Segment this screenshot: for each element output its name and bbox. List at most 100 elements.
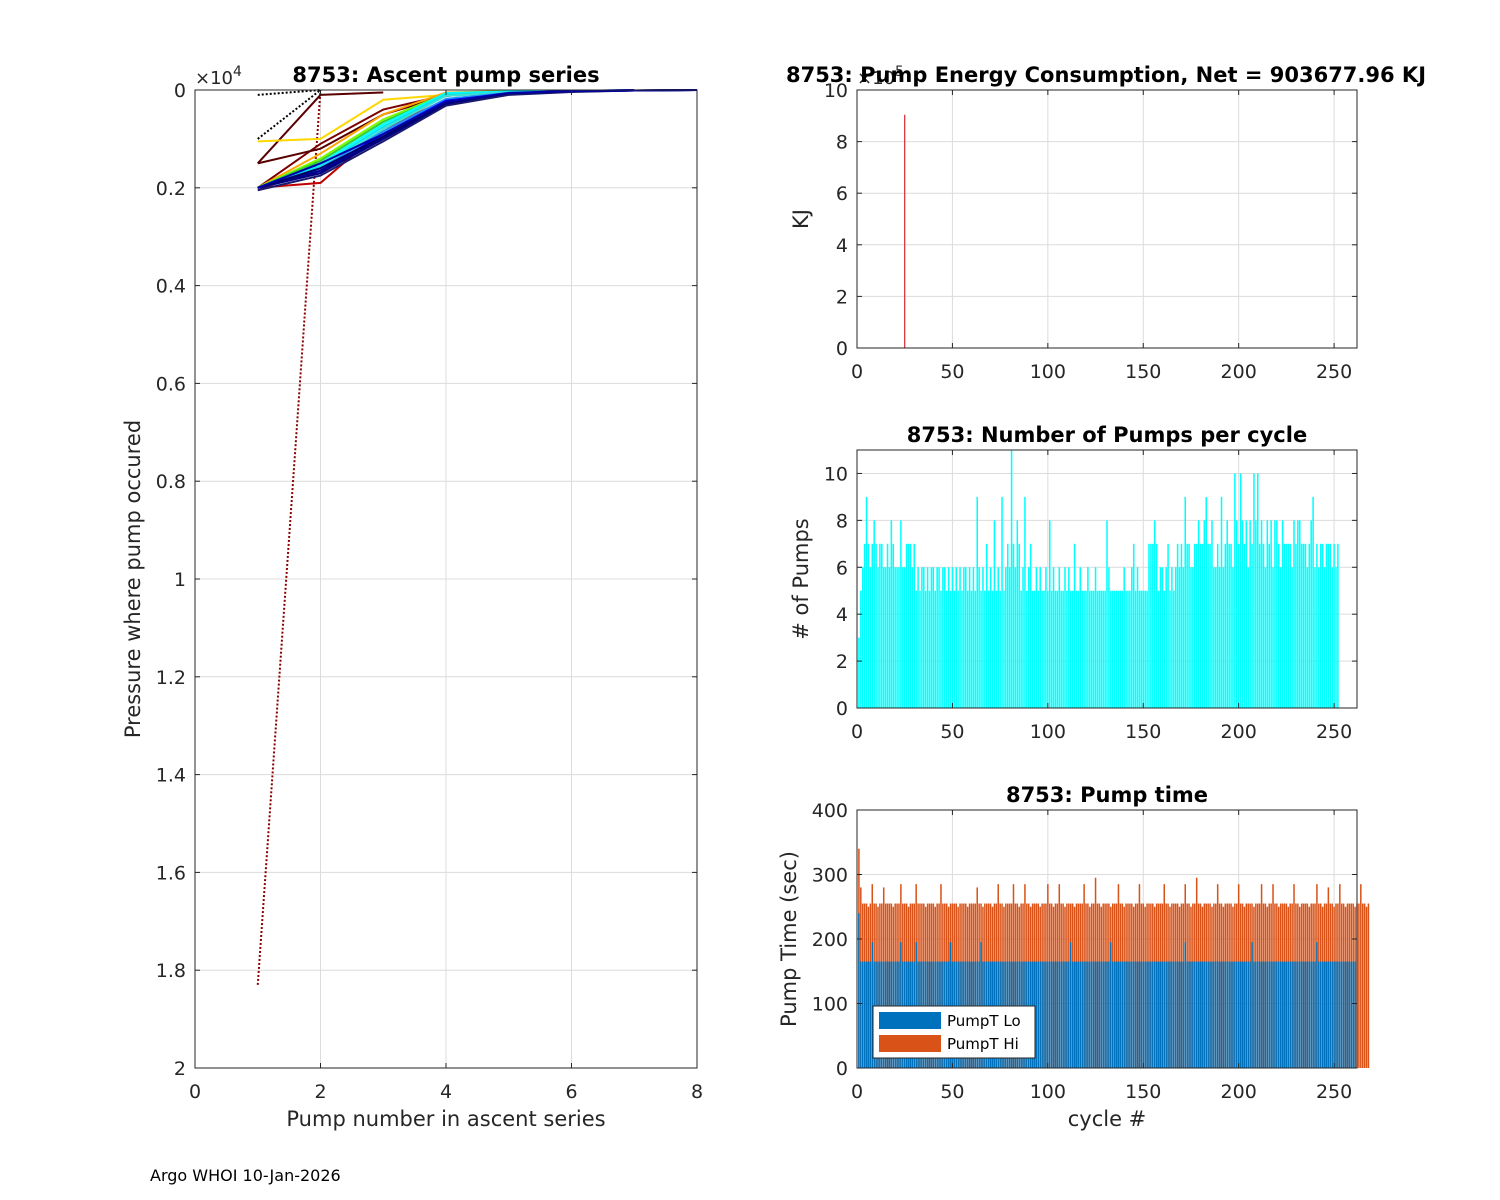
pumps-bar — [947, 567, 950, 708]
pumps-bar — [1232, 567, 1234, 708]
pumps-bar — [1125, 590, 1127, 708]
pumptime-lo-bar — [1346, 961, 1349, 1068]
ascent-xtick-label: 0 — [189, 1081, 201, 1103]
pumptime-lo-bar — [1264, 961, 1267, 1068]
pumps-bar — [1319, 543, 1322, 708]
pumptime-lo-bar — [1192, 961, 1194, 1068]
pumps-bar — [1220, 496, 1223, 708]
pumps-bar — [1295, 543, 1297, 708]
pumps-bar — [1148, 543, 1150, 708]
pumptime-lo-bar — [1054, 961, 1057, 1068]
pumptime-lo-bar — [1129, 961, 1131, 1068]
pumptime-lo-bar — [1314, 961, 1316, 1068]
pumps-bar — [1255, 520, 1257, 708]
pumps-bar — [1241, 520, 1244, 708]
ascent-series-group — [256, 89, 698, 985]
pumptime-lo-bar — [1079, 961, 1082, 1068]
pumps-xtick-label: 100 — [1030, 721, 1066, 743]
ascent-ytick-label: 1.6 — [156, 862, 186, 884]
pumps-bar — [921, 567, 923, 708]
pumps-bar — [1029, 543, 1032, 708]
pumptime-lo-bar — [1125, 961, 1127, 1068]
pumptime-lo-bar — [1048, 961, 1051, 1068]
pumptime-lo-bar — [1266, 961, 1269, 1068]
energy-xtick-label: 100 — [1030, 361, 1066, 383]
pumps-bar — [1236, 520, 1238, 708]
pumps-bar — [1257, 473, 1259, 708]
pumptime-lo-bar — [1348, 961, 1351, 1068]
pumps-bar — [1138, 590, 1141, 708]
pumptime-lo-bar — [1194, 961, 1196, 1068]
pumptime-lo-bar — [1094, 961, 1097, 1068]
pumps-bar — [1182, 567, 1185, 708]
pumps-bar — [1192, 567, 1194, 708]
pumps-xtick-label: 50 — [940, 721, 964, 743]
pumptime-lo-bar — [1327, 961, 1330, 1068]
pumps-bar — [980, 590, 982, 708]
pumps-bar — [1300, 543, 1303, 708]
pumps-bar — [1136, 567, 1139, 708]
pumps-bar — [963, 567, 965, 708]
pumptime-lo-bar — [1339, 961, 1341, 1068]
pumps-bar — [1098, 590, 1101, 708]
pumptime-lo-bar — [1056, 961, 1059, 1068]
pumps-bar — [1140, 590, 1143, 708]
pumps-bar — [1178, 567, 1181, 708]
pumps-bar — [1052, 567, 1055, 708]
pumps-bar — [1031, 590, 1034, 708]
pumps-bar — [999, 590, 1001, 708]
pumps-bar — [1266, 520, 1269, 708]
pumptime-lo-bar — [1075, 961, 1078, 1068]
ascent-xlabel: Pump number in ascent series — [286, 1107, 605, 1131]
pumps-bar — [1161, 567, 1164, 708]
pumptime-lo-bar — [1157, 961, 1160, 1068]
pumptime-lo-bar — [1144, 961, 1146, 1068]
pumptime-lo-bar — [1331, 961, 1333, 1068]
pumps-bar — [1243, 543, 1246, 708]
pumptime-xtick-label: 250 — [1316, 1081, 1352, 1103]
pumptime-lo-bar — [1260, 961, 1263, 1068]
pumptime-lo-bar — [1302, 961, 1305, 1068]
pumps-bar — [1337, 543, 1339, 708]
pumps-bar — [1331, 567, 1333, 708]
pumps-bar — [1005, 567, 1007, 708]
pumps-bar — [1239, 473, 1242, 708]
pumptime-lo-bar — [1249, 961, 1251, 1068]
energy-xtick-label: 0 — [851, 361, 863, 383]
pumptime-lo-bar — [980, 942, 982, 1068]
pumps-bar — [1083, 590, 1085, 708]
pumptime-lo-bar — [1237, 961, 1240, 1068]
pumps-bar — [1022, 567, 1024, 708]
pumps-bar — [1152, 543, 1154, 708]
pumps-bar — [959, 567, 961, 708]
pumps-bar — [940, 590, 942, 708]
pumps-bar — [905, 543, 908, 708]
ascent-series-line — [257, 89, 321, 96]
pumptime-xtick-label: 150 — [1125, 1081, 1161, 1103]
pumptime-lo-bar — [1155, 961, 1158, 1068]
pumptime-lo-bar — [1245, 961, 1248, 1068]
pumptime-lo-bar — [1085, 961, 1087, 1068]
pumptime-lo-bar — [1205, 961, 1207, 1068]
pumps-xtick-label: 0 — [851, 721, 863, 743]
pumptime-lo-bar — [1329, 961, 1332, 1068]
pumps-bar — [1041, 590, 1043, 708]
pumps-bar — [1121, 590, 1124, 708]
pumptime-lo-bar — [1073, 961, 1076, 1068]
pumps-bar — [1064, 567, 1066, 708]
pumptime-lo-bar — [1306, 961, 1309, 1068]
pumptime-lo-bar — [1106, 961, 1108, 1068]
pumps-bar — [1014, 567, 1017, 708]
pumps-bar — [966, 590, 969, 708]
pumptime-lo-bar — [1257, 961, 1259, 1068]
pumptime-lo-bar — [1236, 961, 1238, 1068]
pumptime-lo-bar — [1213, 961, 1215, 1068]
pumptime-lo-bar — [1180, 961, 1183, 1068]
pumps-bar — [1123, 567, 1125, 708]
pumps-bar — [888, 567, 891, 708]
pumps-bar — [1190, 567, 1192, 708]
pumps-bar — [1218, 567, 1221, 708]
pumptime-lo-bar — [1287, 961, 1290, 1068]
pumps-bar — [860, 590, 862, 708]
pumps-bar — [1119, 590, 1122, 708]
